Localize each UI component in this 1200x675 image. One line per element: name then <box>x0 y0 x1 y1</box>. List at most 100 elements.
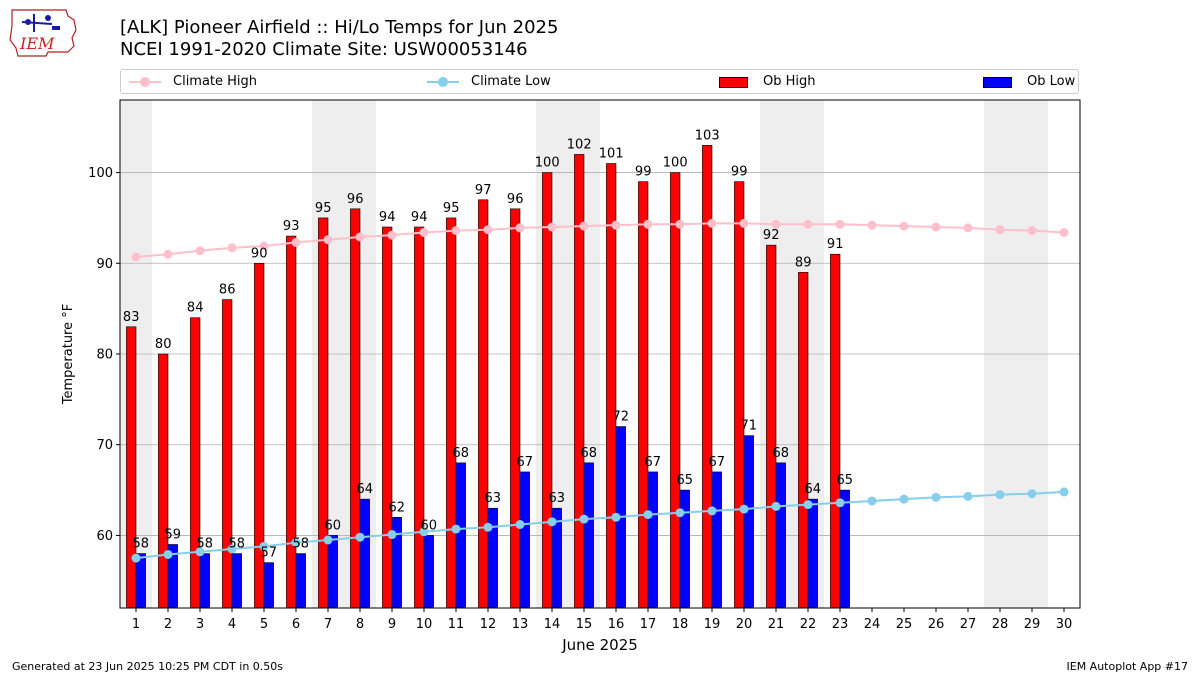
climate-low-point <box>931 492 941 502</box>
x-tick-label: 17 <box>640 617 657 632</box>
legend-swatch-ob-high <box>719 77 748 88</box>
ob-high-bar <box>126 326 137 609</box>
x-tick-label: 29 <box>1024 617 1041 632</box>
ob-low-value-label: 58 <box>293 537 310 552</box>
climate-high-point <box>707 218 717 228</box>
ob-low-bar <box>711 471 722 609</box>
y-tick-label: 80 <box>96 348 113 363</box>
ob-low-bar <box>359 498 370 609</box>
ob-high-bar <box>382 226 393 609</box>
x-tick-label: 2 <box>164 617 172 632</box>
climate-high-point <box>739 218 749 228</box>
ob-low-value-label: 71 <box>741 419 758 434</box>
climate-high-point <box>355 232 365 242</box>
climate-high-point <box>515 223 525 233</box>
ob-low-value-label: 64 <box>357 482 374 497</box>
climate-high-point <box>611 220 621 230</box>
ob-high-bar <box>446 217 457 609</box>
ob-high-bar <box>766 244 777 609</box>
ob-high-bar <box>734 181 745 609</box>
ob-low-bar <box>679 489 690 609</box>
climate-low-point <box>419 527 429 537</box>
x-tick-label: 16 <box>608 617 625 632</box>
ob-high-value-label: 101 <box>599 147 624 162</box>
climate-low-point <box>899 494 909 504</box>
legend-swatch-climate-low <box>427 77 459 87</box>
climate-high-point <box>931 222 941 232</box>
climate-low-point <box>451 524 461 534</box>
climate-high-point <box>483 225 493 235</box>
ob-high-value-label: 100 <box>535 156 560 171</box>
iem-logo: IEM <box>9 9 77 57</box>
x-tick-label: 7 <box>324 617 332 632</box>
x-tick-label: 19 <box>704 617 721 632</box>
climate-high-point <box>803 219 813 229</box>
legend-label-climate-high: Climate High <box>173 74 258 89</box>
ob-high-bar <box>190 317 201 609</box>
y-tick-label: 60 <box>96 529 113 544</box>
ob-low-value-label: 68 <box>581 446 598 461</box>
climate-low-point <box>707 506 717 516</box>
ob-low-value-label: 59 <box>165 528 182 543</box>
x-tick-label: 9 <box>388 617 396 632</box>
legend-swatch-ob-low <box>983 77 1012 88</box>
climate-low-point <box>611 512 621 522</box>
ob-low-bar <box>775 462 786 609</box>
ob-high-value-label: 94 <box>379 210 396 225</box>
ob-high-bar <box>414 226 425 609</box>
ob-high-value-label: 92 <box>763 228 780 243</box>
ob-high-bar <box>350 208 361 609</box>
ob-high-value-label: 99 <box>731 165 748 180</box>
ob-low-bar <box>327 535 338 609</box>
ob-low-value-label: 63 <box>549 491 566 506</box>
x-tick-label: 12 <box>480 617 497 632</box>
climate-high-point <box>867 220 877 230</box>
x-tick-label: 4 <box>228 617 236 632</box>
climate-low-point <box>259 541 269 551</box>
logo-text: IEM <box>19 34 55 53</box>
footer-generated: Generated at 23 Jun 2025 10:25 PM CDT in… <box>12 660 284 673</box>
ob-high-value-label: 95 <box>315 201 332 216</box>
data-labels: 83 80 84 86 90 93 95 96 94 94 95 97 96 100 102 101 99 100… <box>123 128 853 560</box>
climate-low-point <box>483 522 493 532</box>
ob-low-bar <box>647 471 658 609</box>
climate-low-point <box>547 517 557 527</box>
ob-low-bar <box>743 435 754 609</box>
ob-high-bar <box>510 208 521 609</box>
y-tick-label: 90 <box>96 257 113 272</box>
ob-high-bar <box>606 163 617 609</box>
ob-low-value-label: 68 <box>453 446 470 461</box>
y-axis-label: Temperature °F <box>61 304 76 405</box>
x-tick-label: 27 <box>960 617 977 632</box>
ob-high-bar <box>830 253 841 609</box>
ob-low-bar <box>423 535 434 609</box>
climate-low-point <box>995 490 1005 500</box>
climate-high-point <box>579 221 589 231</box>
x-tick-label: 24 <box>864 617 881 632</box>
gridlines <box>120 172 1080 536</box>
ob-low-value-label: 72 <box>613 410 630 425</box>
x-tick-label: 21 <box>768 617 785 632</box>
climate-high-point <box>419 227 429 237</box>
ob-high-value-label: 89 <box>795 255 812 270</box>
climate-high-point <box>1027 226 1037 236</box>
y-tick-label: 100 <box>88 166 113 181</box>
climate-low-point <box>1027 489 1037 499</box>
climate-low-point <box>835 498 845 508</box>
x-tick-label: 18 <box>672 617 689 632</box>
ob-low-bar <box>519 471 530 609</box>
climate-low-point <box>515 520 525 530</box>
ob-high-value-label: 99 <box>635 165 652 180</box>
ob-high-bar <box>670 172 681 609</box>
climate-high-point <box>1059 227 1069 237</box>
x-tick-label: 25 <box>896 617 913 632</box>
ob-low-value-label: 63 <box>485 491 502 506</box>
climate-high-point <box>771 219 781 229</box>
climate-low-point <box>291 538 301 548</box>
ob-low-value-label: 58 <box>133 537 150 552</box>
climate-high-line <box>135 222 1065 258</box>
ob-high-value-label: 83 <box>123 310 140 325</box>
ob-high-value-label: 96 <box>347 192 364 207</box>
ob-high-value-label: 90 <box>251 246 268 261</box>
